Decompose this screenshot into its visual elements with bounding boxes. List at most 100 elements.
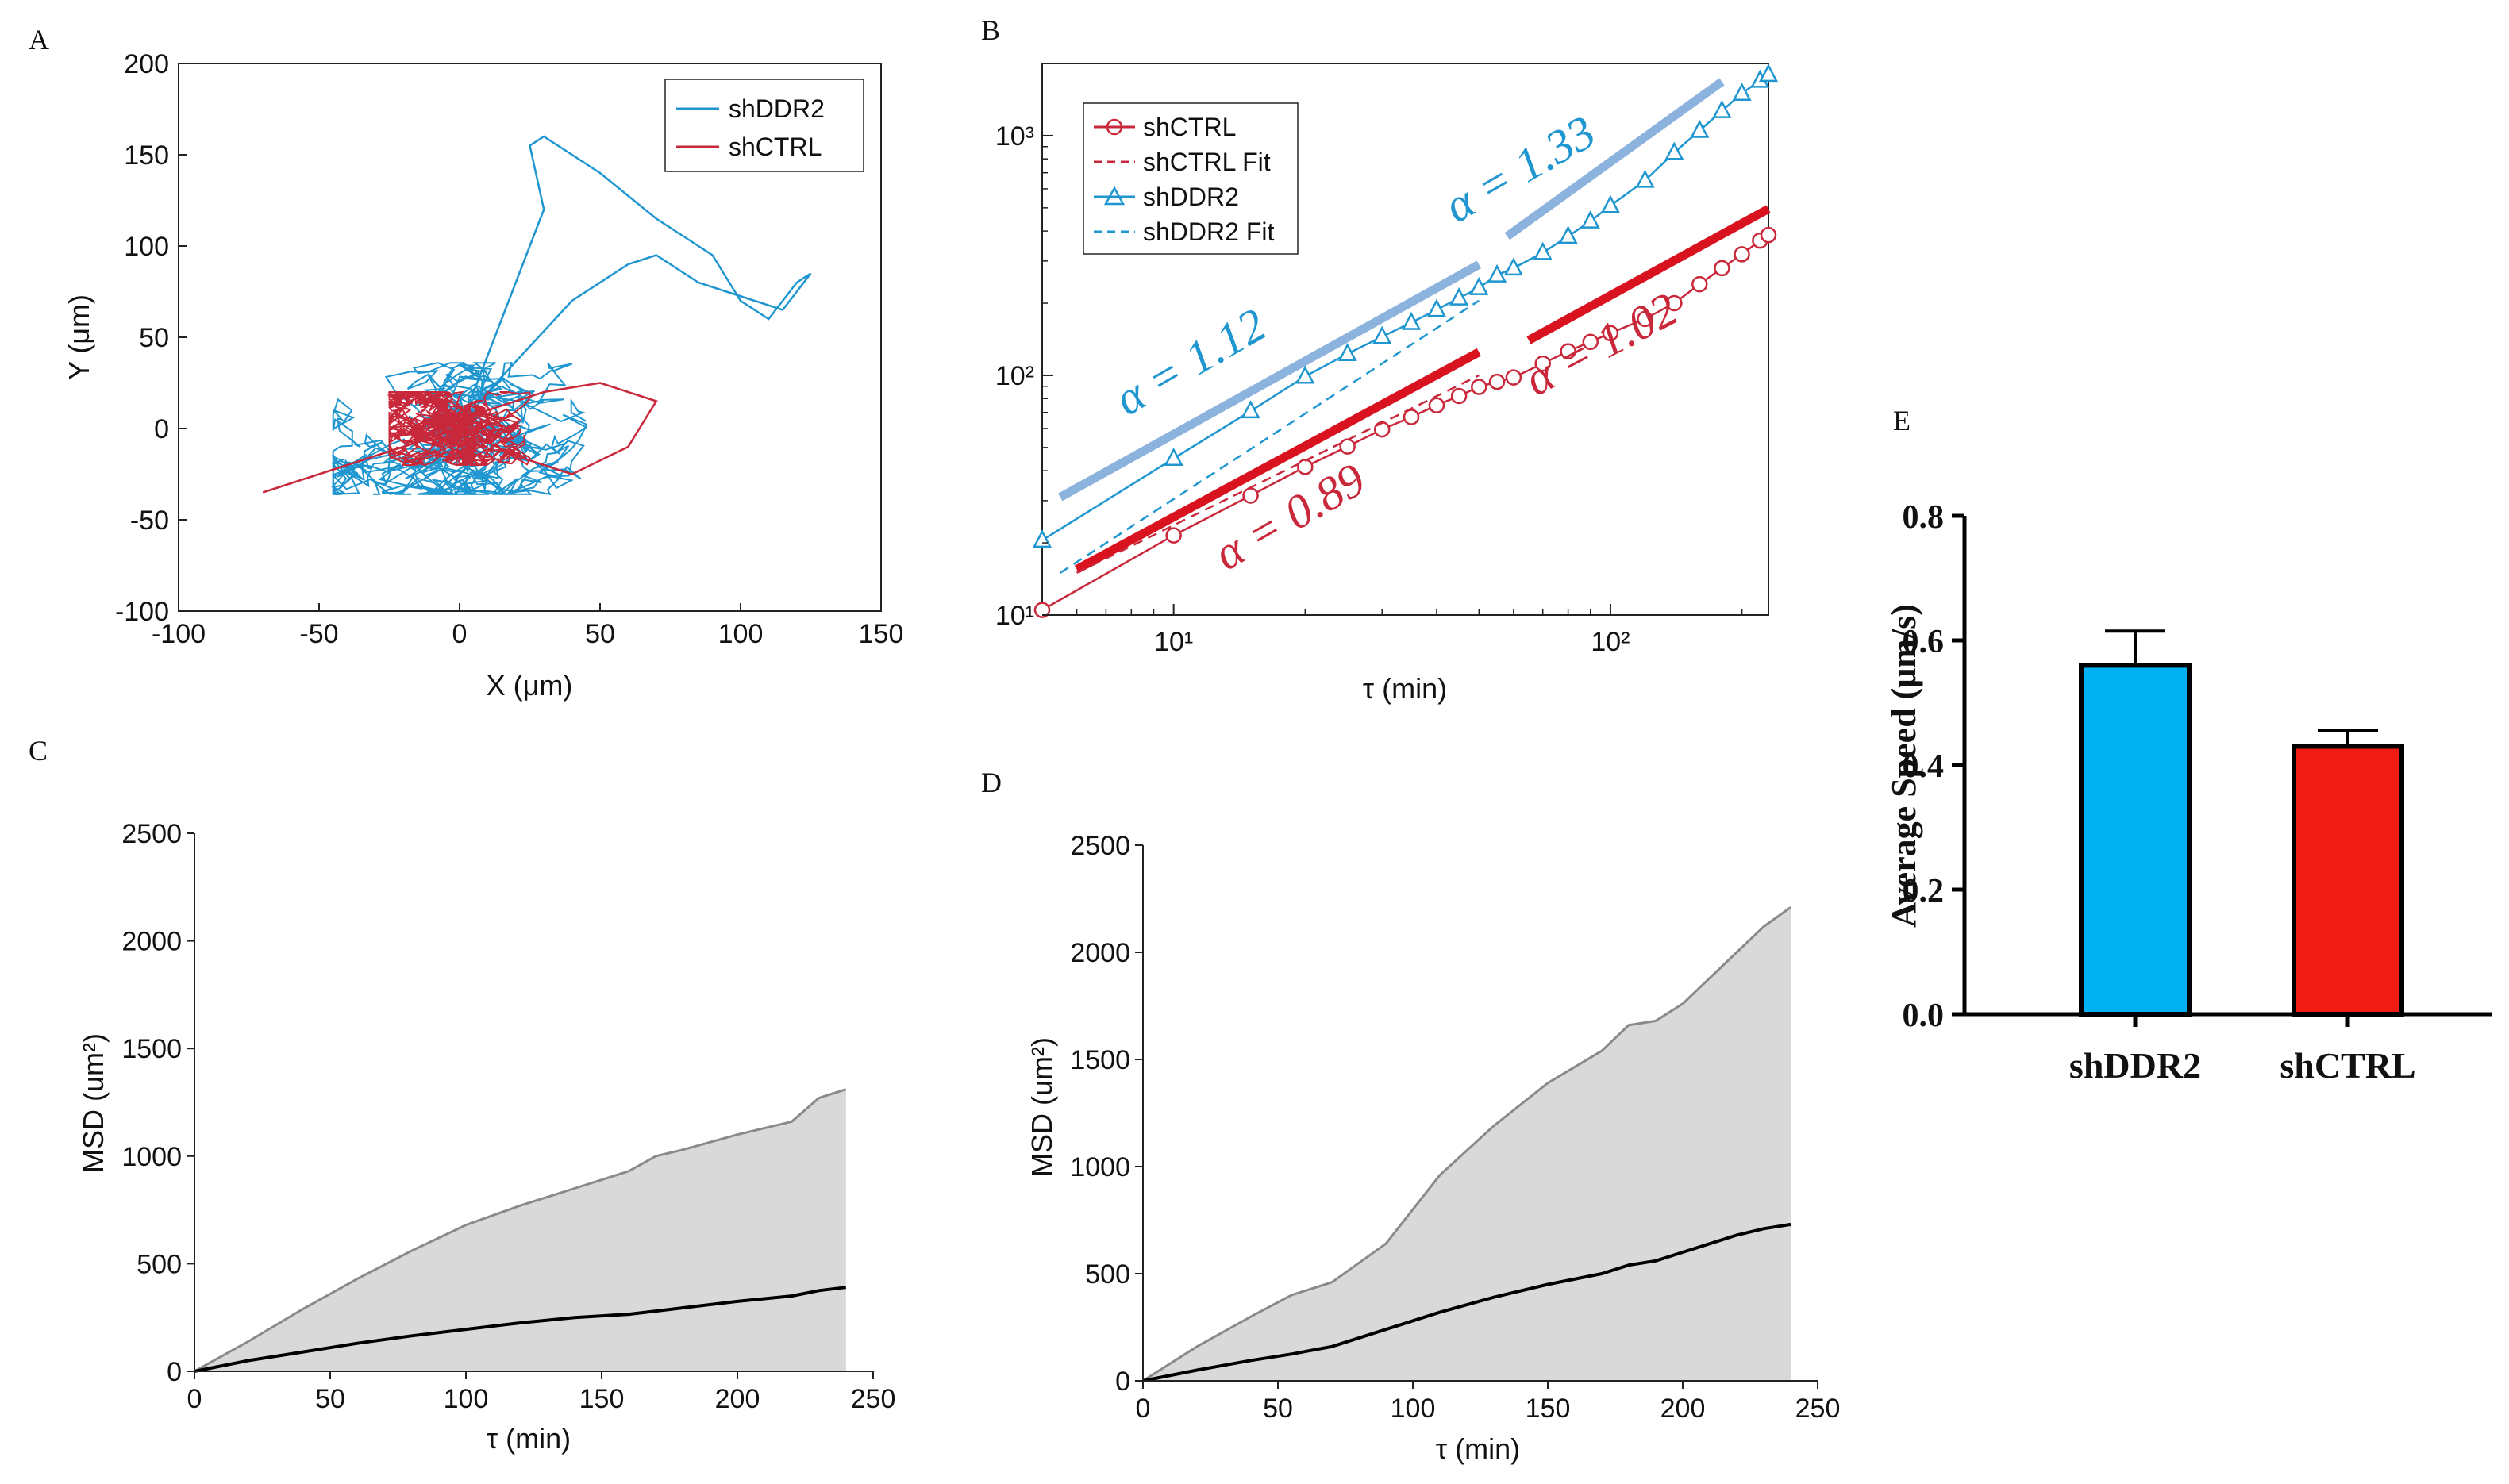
mean-msd-line-c [194,1286,847,1373]
x-axis-label-a: X (μm) [487,669,573,702]
y-tick-label-a: -100 [115,597,169,627]
data-point-shddr2 [1449,286,1469,306]
x-tick-label-a: 150 [859,619,904,649]
data-point-shctrl [1242,487,1259,504]
data-point-shctrl [1505,369,1522,386]
data-point-shddr2 [1558,225,1578,244]
bar-shctrl [2292,744,2404,1017]
y-tick-label-e: 0.6 [1903,624,1945,660]
x-tick-label-d: 50 [1263,1394,1293,1424]
data-point-shddr2 [1241,400,1260,419]
data-point-shctrl [1582,333,1599,350]
data-point-shctrl [1471,379,1487,395]
y-tick-label-a: 200 [124,49,169,79]
panel-letter-c: C [29,735,48,767]
data-point-shctrl [1428,397,1445,413]
y-tick-label-d: 0 [1115,1367,1130,1397]
x-tick-label-b: 10² [1591,627,1630,657]
data-point-shctrl [1560,343,1576,359]
y-tick-label-e: 0.0 [1903,998,1945,1034]
x-tick-label-d: 250 [1795,1394,1841,1424]
x-axis-label-d: τ (min) [1436,1432,1520,1465]
data-point-shddr2 [1503,257,1523,276]
data-point-shddr2 [1372,325,1392,344]
x-tick-label-c: 50 [315,1384,345,1414]
x-tick-label-d: 200 [1660,1394,1706,1424]
panel-letter-a: A [29,24,49,56]
bar-chart-e: 0.0 0.2 0.4 0.6 0.8 shDDR2 shCTRL [1903,499,2492,1086]
axis-ticks-a: -100 -50 0 50 100 150 -100 -50 0 50 100 150 200 [115,49,903,649]
data-point-shctrl [1450,387,1468,405]
data-point-shddr2 [1426,298,1447,317]
trajectory-shctrl [449,416,503,465]
upper-bound-line-c [194,1088,847,1373]
legend-box-b [1083,102,1299,255]
x-tick-label-a: -50 [299,619,338,649]
data-point-shddr2 [1580,210,1600,229]
shaded-range-c [194,1089,846,1371]
alpha-0.89-line [1074,348,1481,574]
alpha-1.02-line [1526,205,1771,344]
data-point-shctrl [1534,355,1551,372]
data-point-shctrl [1714,260,1730,277]
data-point-shddr2 [1164,448,1183,466]
legend-label-shctrl-b: shCTRL [1143,113,1236,141]
y-axis-label-a: Y (μm) [63,294,95,380]
y-axis-label-e: Average Speed (μm/s) [1884,604,1923,928]
upper-bound-line-d [1142,906,1791,1382]
legend-label-shddr2-b: shDDR2 [1143,183,1239,211]
data-point-shddr2 [1295,365,1315,384]
y-tick-label-c: 2000 [121,927,182,957]
data-point-shddr2 [1732,83,1752,101]
data-point-shddr2 [1337,343,1357,362]
data-point-shddr2 [1401,311,1422,330]
panel-letter-e: E [1893,405,1911,436]
panel-letter-b: B [981,14,1000,46]
legend-a: shDDR2 shCTRL [664,79,864,172]
mean-msd-line-d [1142,1222,1791,1382]
y-tick-label-a: 100 [124,232,169,262]
y-tick-label-e: 0.4 [1903,748,1945,785]
legend-marker-triangle [1103,186,1126,206]
y-tick-label-d: 2000 [1070,938,1130,968]
y-tick-label-b: 10² [995,361,1034,391]
panel-a: A -100 -50 0 50 100 150 -100 -50 0 50 100 150 200 X … [29,24,903,702]
x-axis-label-c: τ (min) [487,1422,571,1455]
y-tick-label-d: 2500 [1070,831,1130,861]
y-tick-label-a: -50 [130,506,169,536]
data-point-shctrl [1666,294,1683,312]
shaded-range-d [1143,907,1791,1381]
data-point-shctrl [1403,409,1420,425]
legend-label-shctrl: shCTRL [729,133,822,161]
data-point-shddr2 [1758,63,1779,83]
legend-label-shddr2-fit: shDDR2 Fit [1143,217,1274,246]
data-point-shddr2 [1533,241,1553,260]
y-axis-label-c: MSD (um²) [77,1033,110,1173]
y-tick-label-b: 10¹ [995,601,1034,631]
panel-letter-d: D [981,767,1002,798]
legend-label-shddr2: shDDR2 [729,94,825,123]
data-point-shddr2 [1487,263,1507,283]
msd-area-c [194,1088,847,1373]
data-point-shddr2 [1469,276,1489,295]
data-point-shddr2 [1635,169,1655,188]
data-point-shddr2 [1664,141,1684,160]
y-tick-label-c: 2500 [121,819,182,849]
y-tick-label-a: 50 [139,323,169,353]
alpha-1.12-line [1058,260,1481,502]
legend-box-a [664,79,864,172]
x-tick-label-c: 150 [579,1384,625,1414]
data-point-shctrl [1165,527,1182,544]
data-point-shctrl [1602,325,1619,342]
y-tick-label-e: 0.2 [1903,873,1945,909]
bar-shddr2 [2079,663,2192,1017]
y-tick-label-c: 1500 [121,1034,182,1064]
trajectory-shddr2 [416,419,582,496]
data-point-shctrl [1691,275,1708,293]
x-tick-label-a: 0 [452,619,468,649]
trajectory-shctrl [387,390,464,433]
